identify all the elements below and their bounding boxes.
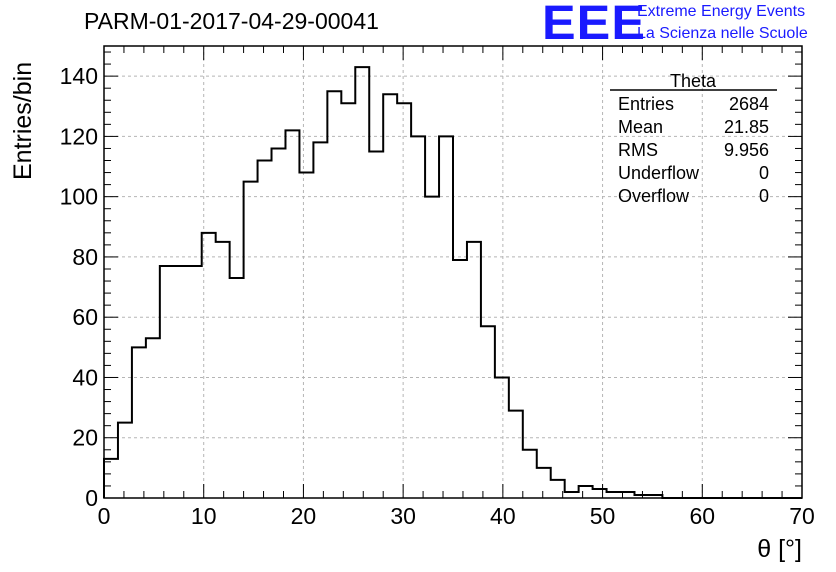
stats-box: Theta Entries 2684 Mean 21.85 RMS 9.956 Underf… — [610, 71, 777, 206]
grid — [104, 46, 802, 498]
stats-row-value: 0 — [759, 186, 769, 206]
y-tick-label: 20 — [72, 425, 98, 451]
y-tick-label: 80 — [72, 244, 98, 270]
y-tick-label: 120 — [60, 123, 98, 149]
y-tick-label: 0 — [85, 485, 98, 511]
stats-box-title: Theta — [670, 71, 717, 91]
stats-row-value: 21.85 — [724, 117, 769, 137]
x-tick-label: 20 — [291, 503, 317, 529]
x-tick-label: 40 — [490, 503, 516, 529]
y-tick-label: 60 — [72, 304, 98, 330]
y-tick-label: 40 — [72, 364, 98, 390]
tick-labels: 0 10 20 30 40 50 60 70 0 20 40 60 80 100 120 140 — [60, 63, 815, 529]
stats-row-label: Mean — [618, 117, 663, 137]
x-tick-label: 50 — [590, 503, 616, 529]
y-axis-label: Entries/bin — [9, 62, 37, 180]
plot-frame — [103, 45, 803, 499]
x-tick-label: 0 — [98, 503, 111, 529]
stats-box-rows: Entries 2684 Mean 21.85 RMS 9.956 Underflow 0 Ov… — [618, 94, 769, 206]
stats-row-value: 2684 — [729, 94, 769, 114]
org-name-line2: La Scienza nelle Scuole — [637, 25, 808, 42]
x-tick-label: 30 — [390, 503, 416, 529]
y-tick-label: 140 — [60, 63, 98, 89]
stats-row-label: Overflow — [618, 186, 690, 206]
stats-row-label: Underflow — [618, 163, 700, 183]
stats-row-value: 0 — [759, 163, 769, 183]
y-tick-label: 100 — [60, 184, 98, 210]
eee-logo: EEE — [542, 0, 646, 50]
x-axis-label: θ [°] — [757, 535, 802, 563]
x-tick-label: 70 — [789, 503, 815, 529]
x-tick-label: 10 — [191, 503, 217, 529]
axis-ticks — [103, 46, 803, 499]
x-tick-label: 60 — [689, 503, 715, 529]
stats-row-label: Entries — [618, 94, 674, 114]
stats-row-value: 9.956 — [724, 140, 769, 160]
stats-row-label: RMS — [618, 140, 658, 160]
org-name-line1: Extreme Energy Events — [637, 3, 806, 20]
histogram-step-line — [103, 66, 802, 499]
chart-title: PARM-01-2017-04-29-00041 — [84, 8, 379, 34]
